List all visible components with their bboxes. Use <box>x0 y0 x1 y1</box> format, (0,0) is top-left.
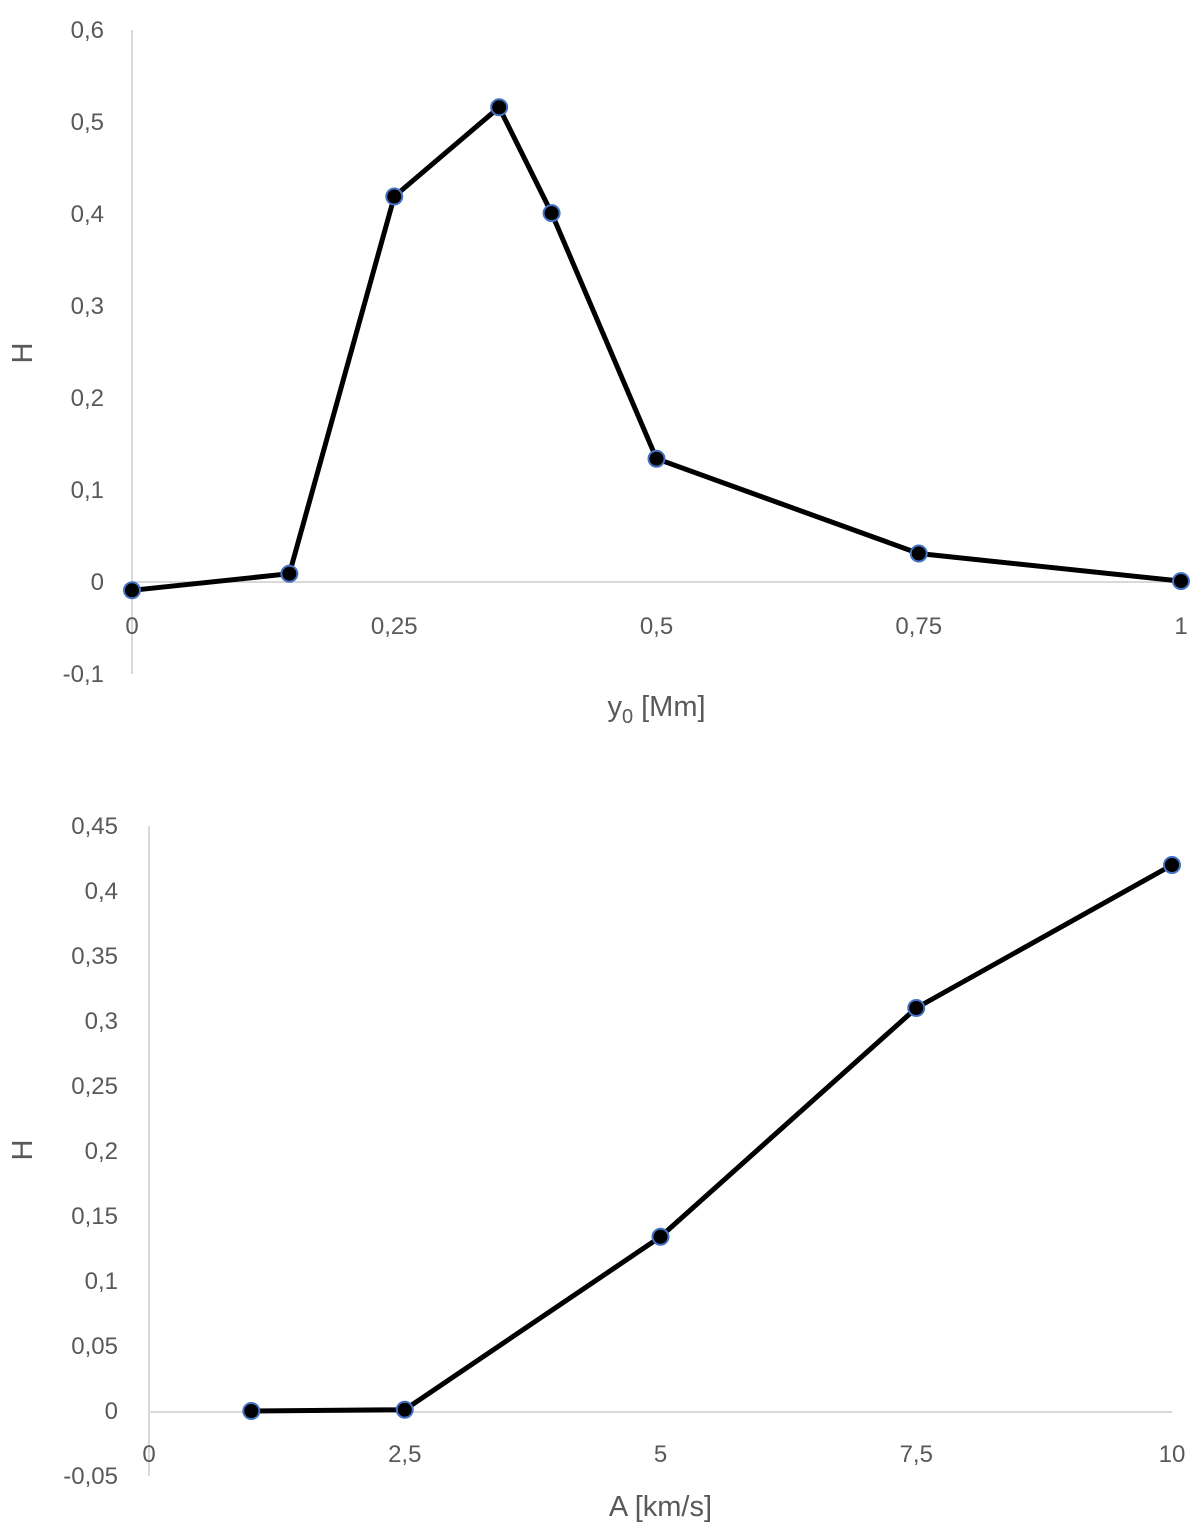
data-point <box>651 1227 670 1246</box>
x-tick-label: 0 <box>142 1441 155 1468</box>
x-tick-label: 0,75 <box>895 613 942 640</box>
x-tick-label: 7,5 <box>900 1441 933 1468</box>
data-point <box>647 449 666 468</box>
x-tick-label: 0,25 <box>371 613 418 640</box>
x-tick-label: 0 <box>125 613 138 640</box>
y-tick-label: 0,3 <box>85 1008 118 1035</box>
y-tick-label: 0 <box>91 569 104 596</box>
y-tick-label: 0,1 <box>71 477 104 504</box>
data-point <box>490 98 509 117</box>
x-tick-label: 1 <box>1174 613 1187 640</box>
series-line <box>251 862 1174 1414</box>
data-point <box>123 581 141 600</box>
data-point <box>907 999 926 1017</box>
data-point <box>395 1400 414 1419</box>
x-tick-label: 5 <box>654 1441 667 1468</box>
y-tick-label: -0,05 <box>63 1463 118 1490</box>
y-tick-label: 0,05 <box>71 1333 118 1360</box>
y-tick-label: 0,2 <box>85 1138 118 1165</box>
y-tick-label: 0,25 <box>71 1073 118 1100</box>
y-tick-label: 0,5 <box>71 109 104 136</box>
x-tick-label: 10 <box>1159 1441 1186 1468</box>
data-point <box>1172 572 1190 591</box>
y-tick-label: 0,4 <box>85 878 118 905</box>
y-axis-title: H <box>7 343 39 364</box>
series-line <box>131 104 1182 593</box>
y-tick-label: 0 <box>105 1398 118 1425</box>
data-point <box>242 1402 261 1420</box>
chart-h-vs-y0: -0,1 0 0,1 0,2 0,3 0,4 0,5 0,6 0 0,25 0,5 0,75 1 Hy0 … <box>7 17 1190 728</box>
chart-h-vs-a: -0,05 0 0,05 0,1 0,15 0,2 0,25 0,3 0,35 0,4 0,45 0 2… <box>7 813 1185 1523</box>
y-tick-label: -0,1 <box>63 661 104 688</box>
y-tick-label: 0,4 <box>71 201 104 228</box>
y-tick-label: 0,35 <box>71 943 118 970</box>
y-tick-label: 0,1 <box>85 1268 118 1295</box>
x-axis-title: y0 [Mm] <box>607 691 705 728</box>
y-tick-label: 0,45 <box>71 813 118 840</box>
data-point <box>542 204 561 223</box>
y-tick-label: 0,2 <box>71 385 104 412</box>
y-tick-label: 0,6 <box>71 17 104 44</box>
x-axis-title: A [km/s] <box>609 1491 712 1523</box>
data-point <box>280 564 299 583</box>
data-point <box>385 187 404 206</box>
y-tick-label: 0,15 <box>71 1203 118 1230</box>
x-tick-label: 0,5 <box>640 613 673 640</box>
y-tick-label: 0,3 <box>71 293 104 320</box>
data-point <box>909 544 928 563</box>
x-tick-label: 2,5 <box>388 1441 421 1468</box>
data-point <box>1163 856 1181 874</box>
y-axis-title: H <box>7 1140 39 1161</box>
